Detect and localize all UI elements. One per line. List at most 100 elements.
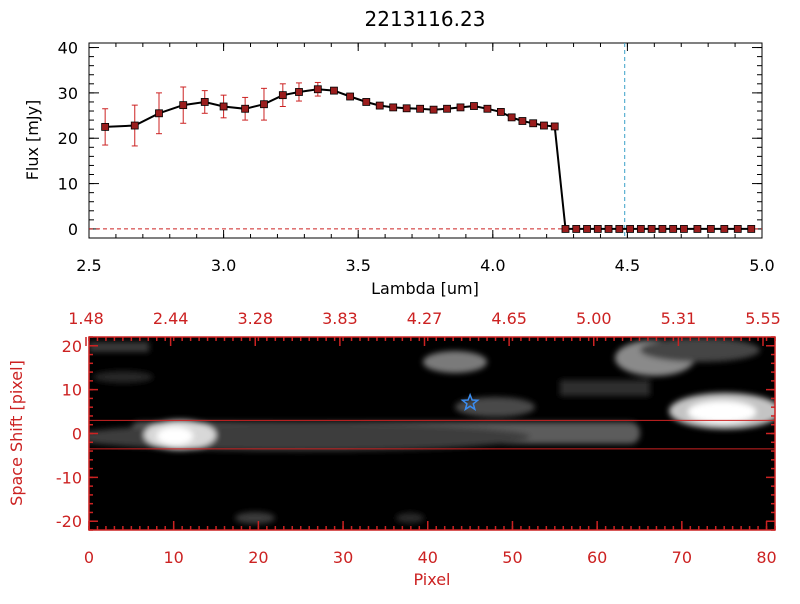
image-y-tick-label: 20: [62, 337, 82, 356]
spectrum-chart: 2213116.23 2.5 3.0 3.5 4.0 4.5 5.0 010203040 …: [23, 7, 775, 298]
spectrum-markers: [101, 85, 756, 233]
data-point-marker: [733, 225, 742, 233]
data-point-marker: [470, 102, 478, 110]
image-top-axis-tick-labels: 1.48 2.44 3.28 3.83 4.27 4.65 5.00 5.31 5.55: [68, 309, 781, 328]
data-point-marker: [593, 225, 602, 233]
data-point-marker: [507, 113, 516, 122]
image-x-tick-label: 80: [756, 548, 776, 567]
image-y-tick-label: -20: [56, 512, 82, 531]
image-top-axis-tick-label: 5.31: [661, 309, 697, 328]
spectrum-y-tick-labels: 0 10 20 30 40: [58, 39, 78, 239]
data-point-marker: [389, 103, 398, 112]
spectrum-x-tick-label: 3.0: [211, 256, 236, 275]
image-y-axis-label: Space Shift [pixel]: [7, 360, 26, 506]
spectrum-y-axis-label: Flux [mJy]: [23, 100, 42, 181]
data-point-marker: [529, 119, 538, 128]
image-x-axis-label: Pixel: [413, 570, 450, 589]
data-point-marker: [693, 225, 702, 233]
image-x-tick-label: 30: [333, 548, 353, 567]
data-point-marker: [647, 225, 656, 233]
data-point-marker: [747, 225, 756, 233]
data-point-marker: [615, 225, 624, 233]
data-point-marker: [130, 121, 139, 130]
spectral-image-chart: 1.48 2.44 3.28 3.83 4.27 4.65 5.00 5.31 5.55 0 10…: [7, 309, 781, 589]
spectrum-x-tick-labels: 2.5 3.0 3.5 4.0 4.5 5.0: [76, 256, 774, 275]
spectrum-y-tick-label: 20: [58, 129, 78, 148]
data-point-marker: [219, 102, 228, 111]
data-point-marker: [241, 104, 250, 113]
data-point-marker: [362, 98, 371, 106]
data-point-marker: [330, 86, 338, 95]
data-point-marker: [496, 108, 505, 116]
image-y-tick-label: -10: [56, 468, 82, 487]
data-point-marker: [443, 104, 451, 113]
data-point-marker: [416, 104, 425, 113]
data-point-marker: [540, 121, 548, 130]
spectrum-x-tick-label: 4.0: [480, 256, 505, 275]
image-top-axis-tick-label: 3.83: [322, 309, 358, 328]
extraction-window-lines: [89, 419, 775, 450]
data-point-marker: [200, 98, 209, 106]
data-point-marker: [680, 225, 688, 233]
image-x-tick-label: 20: [248, 548, 268, 567]
star-marker: [460, 392, 480, 412]
spectrum-y-tick-label: 10: [58, 175, 78, 194]
spectrum-x-tick-label: 4.5: [615, 256, 640, 275]
data-point-marker: [295, 88, 303, 96]
image-x-tick-label: 50: [502, 548, 522, 567]
image-blobs: [89, 338, 775, 524]
data-point-marker: [626, 225, 634, 233]
image-top-axis-tick-label: 3.28: [237, 309, 273, 328]
image-plot-frame: [88, 336, 776, 531]
spectrum-x-tick-label: 5.0: [749, 256, 774, 275]
spectrum-plot-frame: [88, 42, 763, 239]
data-point-marker: [456, 103, 465, 112]
image-top-axis-tick-label: 5.00: [576, 309, 612, 328]
image-top-axis-tick-label: 1.48: [68, 309, 104, 328]
data-point-marker: [346, 92, 355, 101]
data-point-marker: [260, 100, 268, 109]
spectrum-x-tick-label: 3.5: [345, 256, 370, 275]
data-point-marker: [483, 104, 492, 113]
spectrum-errorbars: [102, 81, 354, 147]
data-point-marker: [155, 109, 163, 118]
image-x-tick-label: 0: [84, 548, 94, 567]
data-point-marker: [550, 122, 559, 131]
data-point-marker: [561, 225, 570, 233]
image-top-axis-tick-label: 4.65: [491, 309, 527, 328]
image-y-tick-label: 0: [72, 425, 82, 444]
data-point-marker: [706, 225, 715, 233]
data-point-marker: [518, 117, 527, 125]
data-point-marker: [101, 122, 110, 131]
chart-title: 2213116.23: [365, 7, 486, 31]
spectrum-reference-lines: [89, 43, 762, 238]
data-point-marker: [604, 225, 613, 233]
spectrum-series-line: [105, 88, 752, 230]
data-point-marker: [179, 101, 188, 110]
image-y-tick-labels: -20 -10 0 10 20: [56, 337, 82, 531]
star-icon: [460, 392, 480, 412]
data-point-marker: [402, 104, 411, 113]
image-y-tick-label: 10: [62, 381, 82, 400]
image-x-tick-label: 40: [418, 548, 438, 567]
image-x-tick-label: 70: [672, 548, 692, 567]
spectrum-y-tick-label: 30: [58, 84, 78, 103]
data-point-marker: [572, 225, 581, 233]
data-point-marker: [583, 225, 591, 233]
spectrum-y-tick-label: 40: [58, 39, 78, 58]
image-top-axis-tick-label: 5.55: [745, 309, 781, 328]
image-x-tick-label: 10: [164, 548, 184, 567]
image-content: [89, 338, 775, 524]
spectrum-y-tick-label: 0: [68, 220, 78, 239]
data-point-marker: [278, 91, 287, 100]
data-point-marker: [313, 85, 322, 94]
data-point-marker: [375, 101, 384, 110]
image-x-tick-labels: 0 10 20 30 40 50 60 70 80: [84, 548, 777, 567]
spectrum-x-axis-label: Lambda [um]: [371, 279, 479, 298]
data-point-marker: [658, 225, 667, 233]
data-point-marker: [669, 225, 678, 233]
data-point-marker: [636, 225, 645, 233]
image-x-tick-label: 60: [587, 548, 607, 567]
